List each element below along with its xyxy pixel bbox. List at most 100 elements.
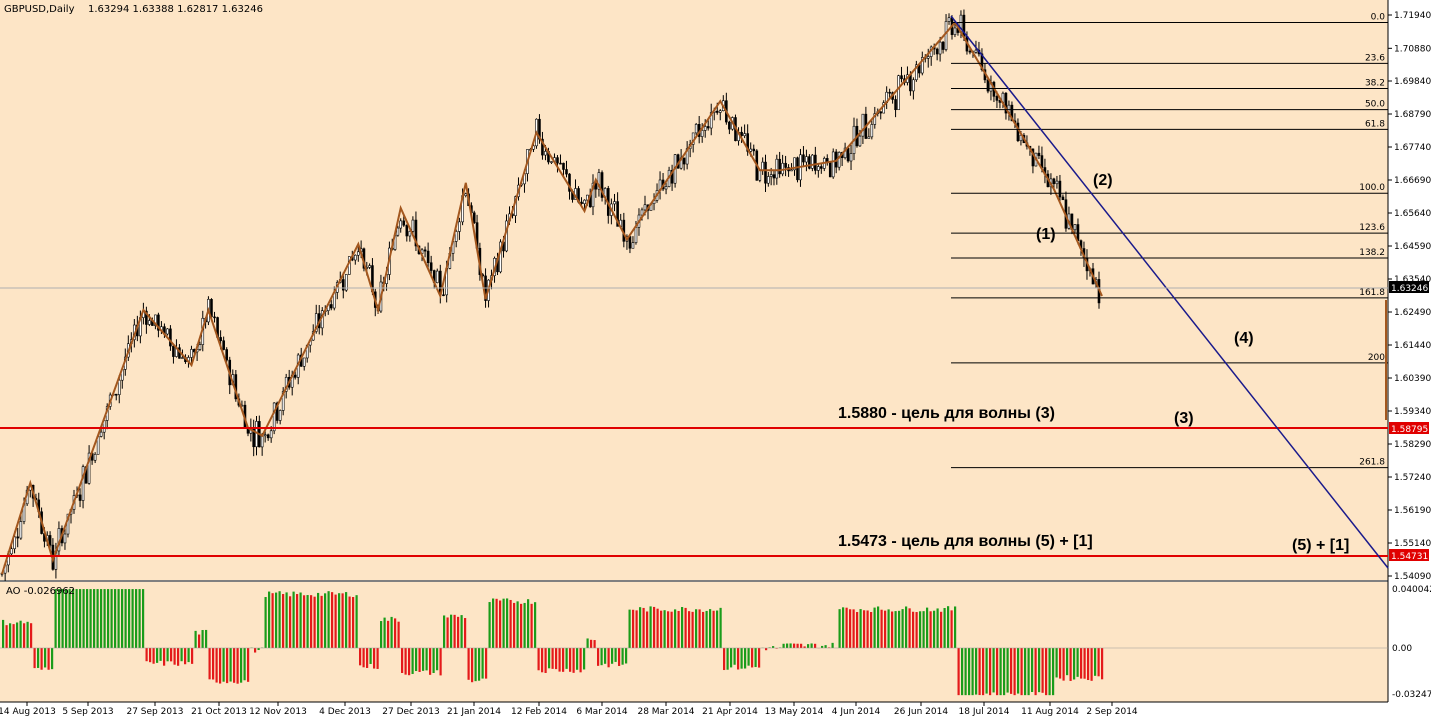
candle-body — [767, 177, 769, 184]
ao-bar — [737, 648, 739, 669]
ao-bar — [443, 615, 445, 648]
y-tick-label-6: 1.65640 — [1394, 209, 1431, 219]
ao-bar — [716, 610, 718, 648]
candle-body — [565, 169, 567, 174]
candle-body — [1059, 181, 1061, 197]
ao-bar — [545, 648, 547, 673]
candle-body — [330, 304, 332, 308]
candle-body — [1077, 225, 1079, 241]
candle-body — [868, 137, 870, 139]
candle-body — [901, 76, 903, 79]
candle-body — [719, 111, 721, 113]
ao-bar — [863, 610, 865, 648]
ao-bar — [121, 589, 123, 648]
ao-bar — [384, 618, 386, 648]
ao-bar — [765, 648, 767, 650]
ao-bar — [671, 612, 673, 648]
ao-bar — [667, 611, 669, 648]
ao-bar — [730, 648, 732, 667]
ao-bar — [604, 648, 606, 664]
ao-bar — [69, 589, 71, 648]
candle-body — [862, 114, 864, 136]
candle-body — [716, 111, 718, 112]
candle-body — [20, 522, 22, 539]
candle-body — [424, 250, 426, 251]
ao-bar — [678, 611, 680, 648]
ao-bar — [842, 607, 844, 648]
ao-bar — [867, 610, 869, 648]
ao-bar — [751, 648, 753, 667]
y-tick-label-7: 1.64590 — [1394, 242, 1431, 252]
y-tick-label-2: 1.69840 — [1394, 77, 1431, 87]
candle-body — [436, 271, 438, 283]
annotation-target-5: 1.5473 - цель для волны (5) + [1] — [838, 533, 1093, 550]
ao-y-tick-label-2: -0.032475 — [1392, 690, 1431, 700]
ao-bar — [72, 589, 74, 648]
ao-bar — [709, 609, 711, 648]
ao-bar — [772, 646, 774, 648]
current-price-label: 1.63246 — [1391, 284, 1428, 294]
y-tick-label-12: 1.59340 — [1394, 407, 1431, 417]
ao-bar — [1098, 648, 1100, 676]
y-tick-label-9: 1.62490 — [1394, 308, 1431, 318]
x-tick-label-2: 27 Sep 2013 — [126, 707, 183, 717]
ao-bar — [401, 648, 403, 673]
ao-bar — [1028, 648, 1030, 695]
ao-bar — [832, 643, 834, 648]
ao-bar — [793, 644, 795, 648]
ao-bar — [76, 589, 78, 648]
candle-body — [550, 162, 552, 163]
ao-bar — [937, 608, 939, 648]
ao-bar — [44, 648, 46, 667]
ao-bar — [758, 648, 760, 668]
candle-body — [701, 130, 703, 136]
ao-bar — [1066, 648, 1068, 675]
ao-bar — [412, 648, 414, 674]
candle-body — [442, 295, 444, 296]
ao-bar — [552, 648, 554, 669]
ao-bar — [902, 609, 904, 648]
candle-body — [1041, 156, 1043, 168]
candle-body — [987, 80, 989, 91]
ao-bar — [279, 591, 281, 648]
candle-body — [759, 170, 761, 180]
ao-bar — [888, 609, 890, 648]
ao-bar — [1052, 648, 1054, 695]
y-tick-label-10: 1.61440 — [1394, 341, 1431, 351]
candle-body — [354, 255, 356, 260]
y-tick-label-5: 1.66690 — [1394, 176, 1431, 186]
candle-body — [166, 329, 168, 334]
ao-bar — [216, 648, 218, 683]
candle-body — [871, 124, 873, 136]
ao-bar — [646, 611, 648, 648]
ao-bar — [933, 611, 935, 648]
ao-bar — [342, 593, 344, 648]
ao-bar — [877, 606, 879, 648]
ao-bar — [923, 611, 925, 648]
wave-label-4: (4) — [1234, 330, 1254, 347]
ao-bar — [317, 593, 319, 648]
candle-body — [707, 126, 709, 128]
ao-bar — [349, 597, 351, 648]
ao-bar — [272, 593, 274, 648]
ao-bar — [846, 608, 848, 648]
x-tick-label-5: 4 Dec 2013 — [319, 707, 371, 717]
symbol-title: GBPUSD,Daily — [4, 4, 75, 15]
ao-bar — [107, 589, 109, 648]
candle-body — [556, 158, 558, 164]
y-tick-label-16: 1.55140 — [1394, 539, 1431, 549]
ao-bar — [97, 589, 99, 648]
ao-bar — [125, 589, 127, 648]
candle-body — [936, 49, 938, 54]
ao-bar — [468, 648, 470, 680]
candle-body — [704, 126, 706, 130]
ao-bar — [237, 648, 239, 684]
ao-bar — [569, 648, 571, 672]
ao-bar — [419, 648, 421, 672]
candle-body — [785, 163, 787, 167]
fib-label-0: 0.0 — [1371, 13, 1386, 23]
ao-bar — [993, 648, 995, 692]
ao-bar — [1045, 648, 1047, 695]
candle-body — [811, 155, 813, 168]
